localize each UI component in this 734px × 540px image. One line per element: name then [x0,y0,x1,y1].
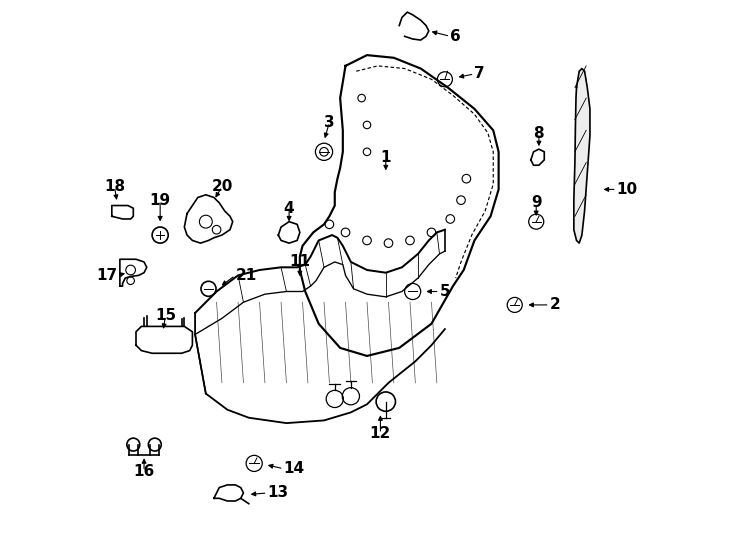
Text: 4: 4 [284,201,294,215]
Text: 18: 18 [104,179,125,194]
Text: 16: 16 [134,464,155,479]
Text: 19: 19 [150,193,171,208]
Text: 20: 20 [211,179,233,194]
Text: 12: 12 [370,427,391,441]
Text: 13: 13 [268,485,288,501]
Text: 8: 8 [534,125,544,140]
Text: 7: 7 [474,66,485,82]
Text: 2: 2 [550,298,560,313]
Text: 17: 17 [96,268,117,283]
Text: 15: 15 [155,308,176,323]
Text: 14: 14 [284,461,305,476]
Text: 1: 1 [380,150,391,165]
Polygon shape [574,69,590,243]
Text: 6: 6 [450,29,461,44]
Text: 3: 3 [324,115,335,130]
Text: 21: 21 [236,268,257,283]
Text: 5: 5 [440,284,450,299]
Text: 10: 10 [617,182,638,197]
Text: 9: 9 [531,195,542,211]
Text: 11: 11 [289,254,310,269]
